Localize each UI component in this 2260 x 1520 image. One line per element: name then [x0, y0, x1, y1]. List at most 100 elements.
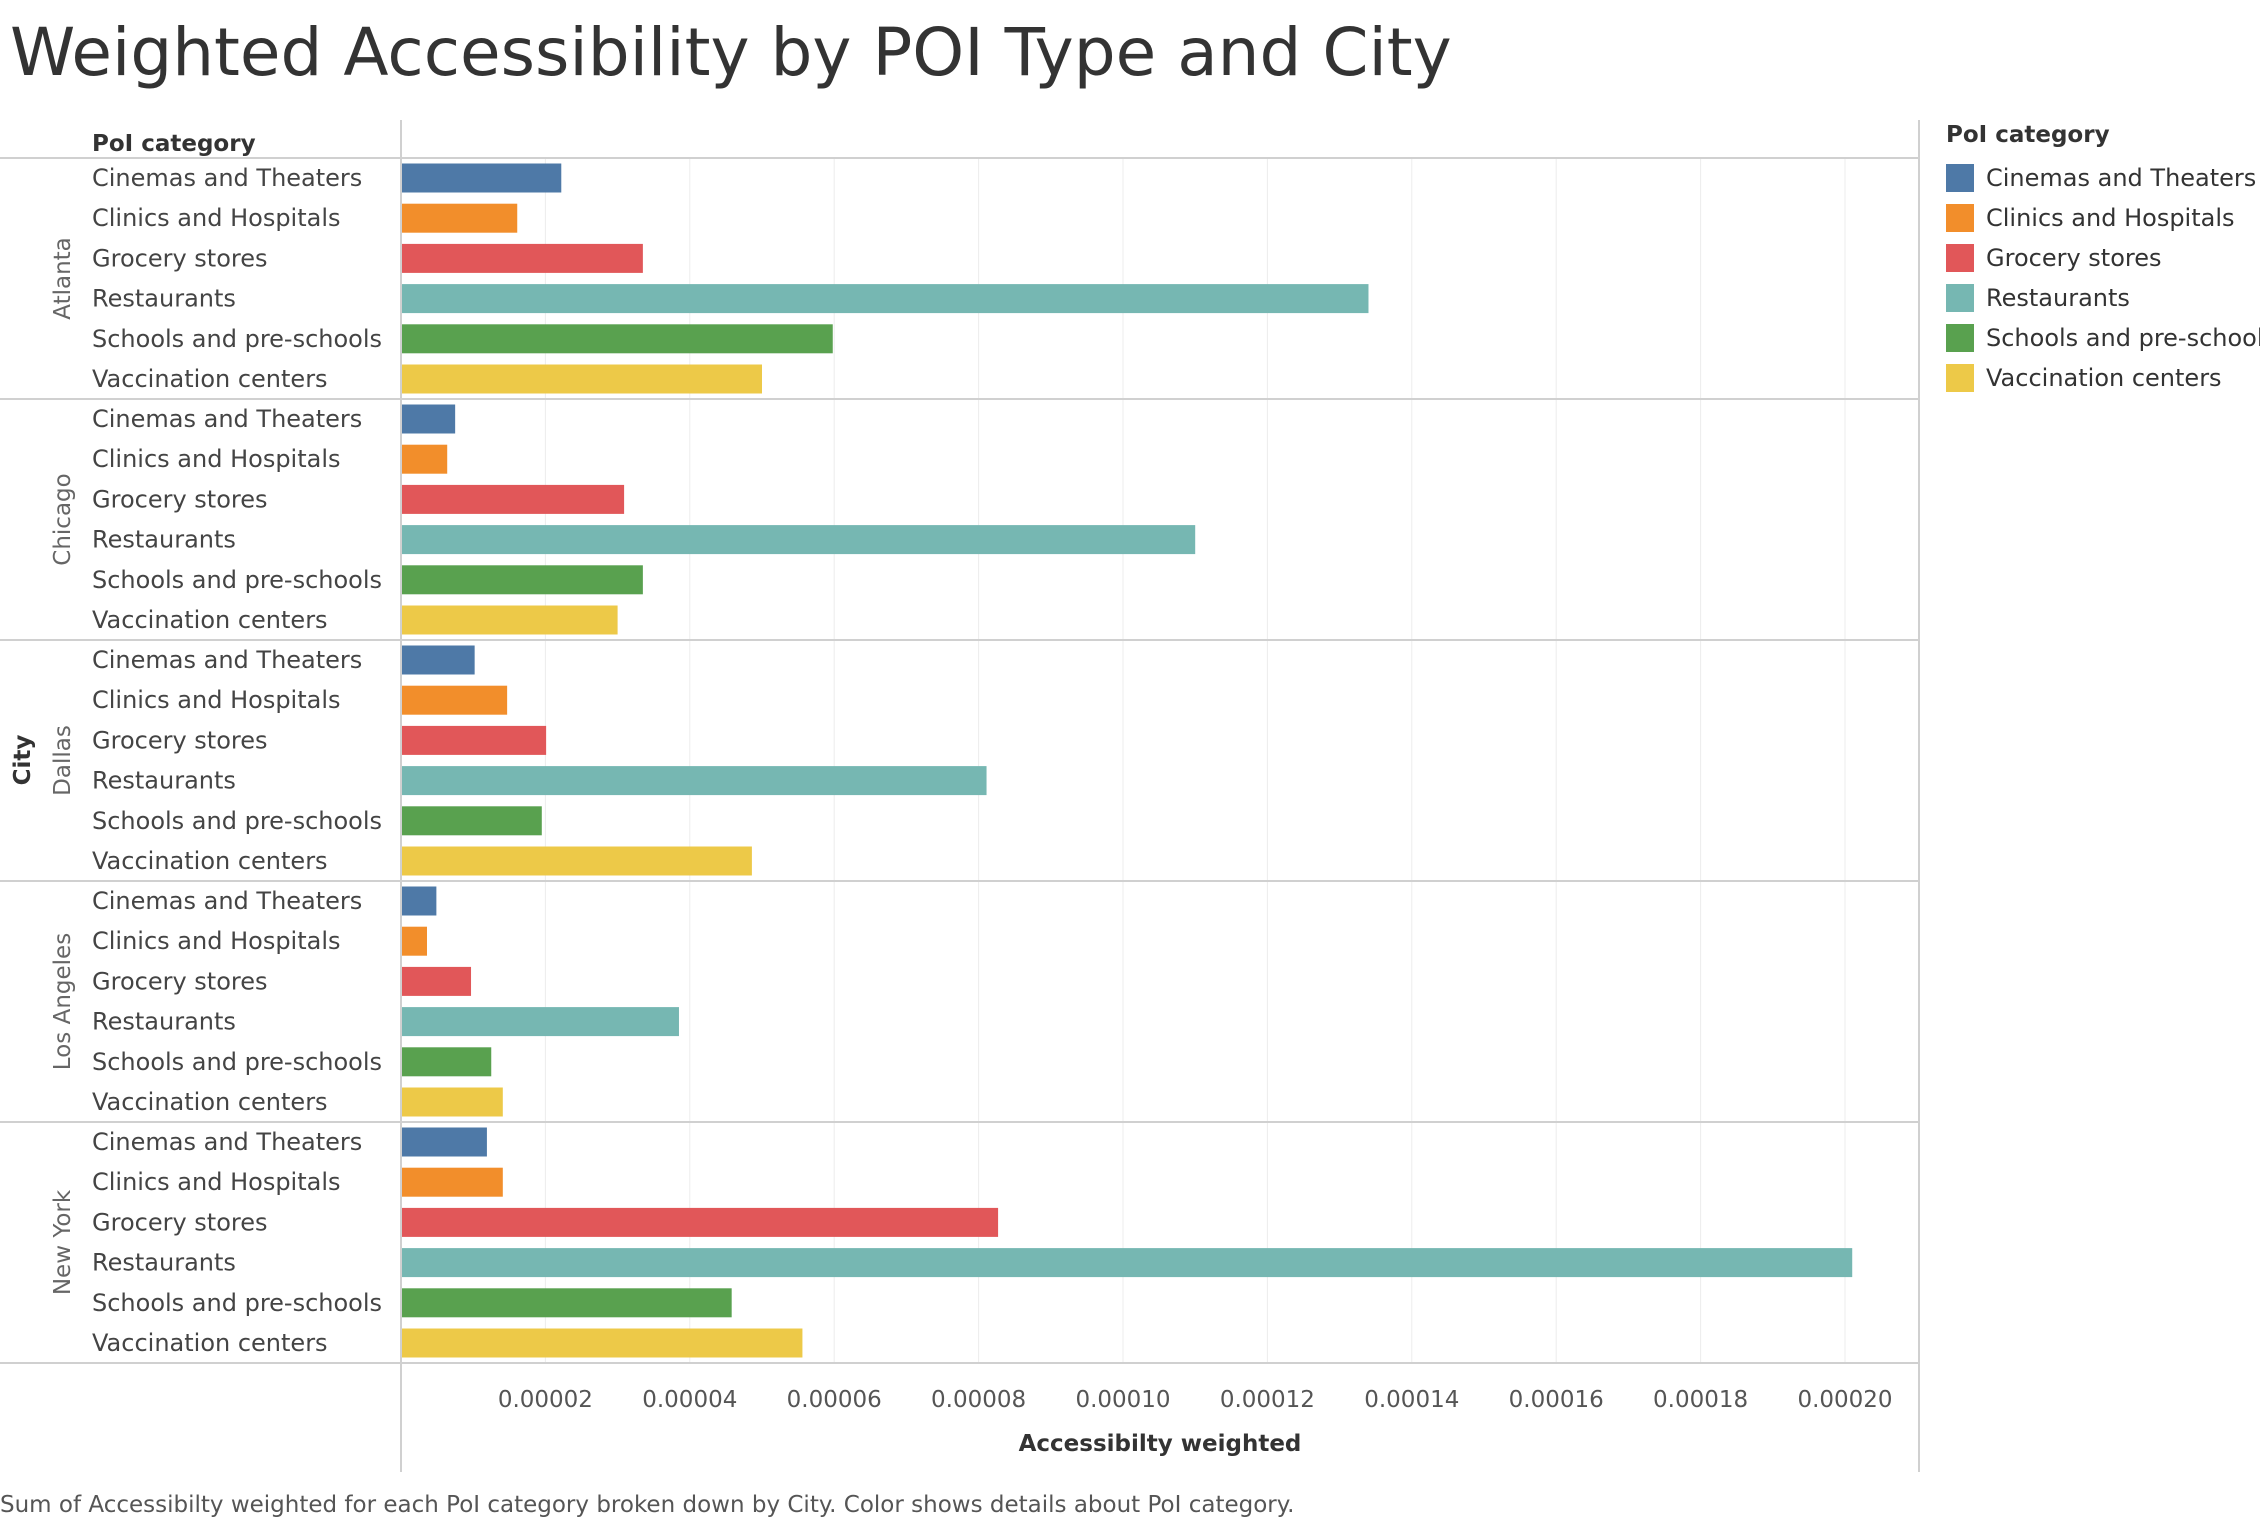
x-tick-label: 0.00004 — [642, 1387, 737, 1413]
bar[interactable] — [401, 1087, 503, 1117]
bar[interactable] — [401, 1207, 999, 1237]
category-label: Cinemas and Theaters — [92, 646, 362, 674]
category-label: Schools and pre-schools — [92, 1289, 382, 1317]
bar[interactable] — [401, 444, 448, 474]
category-label: Schools and pre-schools — [92, 325, 382, 353]
x-tick-label: 0.00002 — [498, 1387, 593, 1413]
legend-swatch — [1946, 204, 1974, 232]
category-label: Grocery stores — [92, 1208, 268, 1236]
legend-item[interactable]: Schools and pre-schools — [1946, 318, 2260, 358]
legend-item[interactable]: Grocery stores — [1946, 238, 2260, 278]
category-label: Grocery stores — [92, 485, 268, 513]
legend-swatch — [1946, 284, 1974, 312]
bar[interactable] — [401, 364, 762, 394]
city-label: Los Angeles — [50, 933, 76, 1070]
bar[interactable] — [401, 525, 1196, 555]
gridlines — [544, 158, 1846, 1363]
category-label: Schools and pre-schools — [92, 807, 382, 835]
legend-label: Vaccination centers — [1986, 364, 2222, 392]
row-header: PoI category — [92, 131, 256, 157]
category-label: Clinics and Hospitals — [92, 204, 341, 232]
legend-swatch — [1946, 364, 1974, 392]
bar[interactable] — [401, 605, 618, 635]
x-tick-label: 0.00010 — [1075, 1387, 1170, 1413]
category-label: Cinemas and Theaters — [92, 1128, 362, 1156]
bar[interactable] — [401, 484, 625, 514]
category-label: Clinics and Hospitals — [92, 1168, 341, 1196]
category-label: Vaccination centers — [92, 365, 328, 393]
category-label: Vaccination centers — [92, 1329, 328, 1357]
category-label: Clinics and Hospitals — [92, 445, 341, 473]
bar[interactable] — [401, 565, 643, 595]
bar[interactable] — [401, 203, 518, 233]
category-label: Grocery stores — [92, 244, 268, 272]
category-label: Restaurants — [92, 767, 236, 795]
bar[interactable] — [401, 1007, 679, 1037]
bar[interactable] — [401, 243, 643, 273]
city-label: Atlanta — [50, 237, 76, 320]
bar[interactable] — [401, 806, 542, 836]
x-axis-title: Accessibilty weighted — [1019, 1431, 1302, 1457]
legend-label: Grocery stores — [1986, 244, 2162, 272]
bar[interactable] — [401, 725, 547, 755]
category-label: Restaurants — [92, 1008, 236, 1036]
bar[interactable] — [401, 404, 456, 434]
legend-label: Cinemas and Theaters — [1986, 164, 2257, 192]
bar[interactable] — [401, 645, 475, 675]
category-label: Vaccination centers — [92, 847, 328, 875]
category-label: Cinemas and Theaters — [92, 405, 362, 433]
bar[interactable] — [401, 886, 437, 916]
x-tick-label: 0.00016 — [1509, 1387, 1604, 1413]
x-tick-label: 0.00006 — [787, 1387, 882, 1413]
category-label: Vaccination centers — [92, 606, 328, 634]
legend-swatch — [1946, 244, 1974, 272]
category-label: Clinics and Hospitals — [92, 927, 341, 955]
legend-swatch — [1946, 164, 1974, 192]
legend: PoI category Cinemas and Theaters Clinics… — [1946, 122, 2260, 398]
bar[interactable] — [401, 966, 472, 996]
chart-frame — [0, 120, 1920, 1472]
bar[interactable] — [401, 1167, 503, 1197]
city-label: Dallas — [50, 725, 76, 796]
x-tick-label: 0.00012 — [1220, 1387, 1315, 1413]
category-label: Grocery stores — [92, 726, 268, 754]
chart-caption: Sum of Accessibilty weighted for each Po… — [0, 1492, 1295, 1518]
x-tick-label: 0.00014 — [1364, 1387, 1459, 1413]
labels: Atlanta Cinemas and Theaters Clinics and H… — [50, 164, 1893, 1413]
bar[interactable] — [401, 766, 987, 796]
city-label: New York — [50, 1189, 76, 1295]
bar[interactable] — [401, 284, 1369, 314]
bar[interactable] — [401, 1248, 1853, 1278]
chart-title: Weighted Accessibility by POI Type and C… — [10, 14, 1452, 91]
legend-item[interactable]: Clinics and Hospitals — [1946, 198, 2260, 238]
bar[interactable] — [401, 1288, 732, 1318]
group-header: City — [10, 735, 36, 786]
bar[interactable] — [401, 1127, 487, 1157]
category-label: Cinemas and Theaters — [92, 164, 362, 192]
legend-item[interactable]: Cinemas and Theaters — [1946, 158, 2260, 198]
category-label: Cinemas and Theaters — [92, 887, 362, 915]
category-label: Vaccination centers — [92, 1088, 328, 1116]
x-tick-label: 0.00018 — [1653, 1387, 1748, 1413]
bar[interactable] — [401, 846, 752, 876]
category-label: Schools and pre-schools — [92, 566, 382, 594]
bar[interactable] — [401, 1047, 492, 1077]
bar[interactable] — [401, 685, 508, 715]
x-tick-label: 0.00008 — [931, 1387, 1026, 1413]
category-label: Grocery stores — [92, 967, 268, 995]
bar[interactable] — [401, 324, 833, 354]
city-label: Chicago — [50, 473, 76, 565]
category-label: Restaurants — [92, 285, 236, 313]
bar[interactable] — [401, 926, 427, 956]
legend-swatch — [1946, 324, 1974, 352]
bar[interactable] — [401, 1328, 803, 1358]
legend-label: Clinics and Hospitals — [1986, 204, 2235, 232]
legend-item[interactable]: Vaccination centers — [1946, 358, 2260, 398]
legend-label: Schools and pre-schools — [1986, 324, 2260, 352]
legend-title: PoI category — [1946, 122, 2110, 148]
bar[interactable] — [401, 163, 562, 193]
legend-item[interactable]: Restaurants — [1946, 278, 2260, 318]
bars — [401, 163, 1853, 1358]
category-label: Restaurants — [92, 526, 236, 554]
